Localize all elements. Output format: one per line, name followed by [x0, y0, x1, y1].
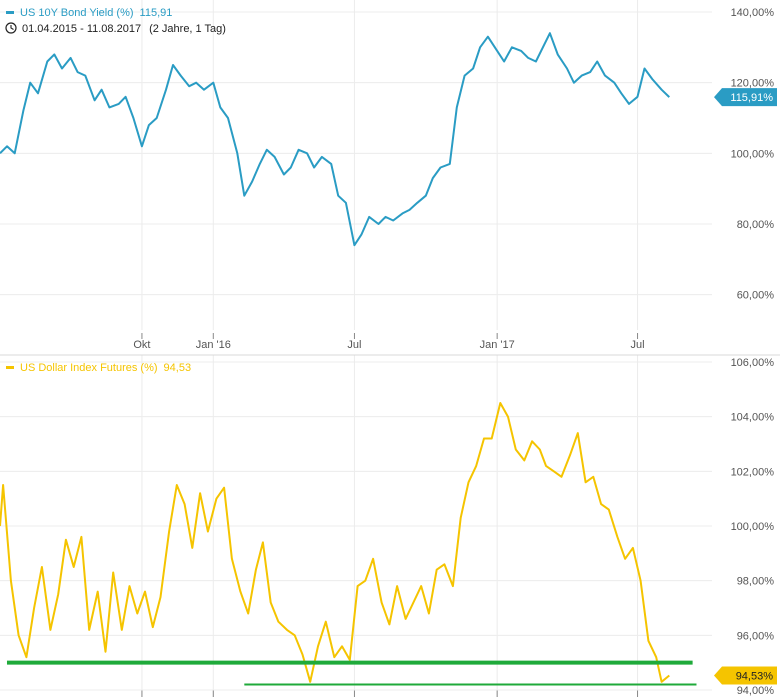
x-tick-label: Jan '16	[196, 339, 231, 351]
y-tick-label: 80,00%	[737, 219, 775, 231]
y-tick-label: 106,00%	[731, 357, 775, 369]
series-line-dxy	[0, 402, 670, 683]
legend-value: 115,91	[140, 7, 173, 19]
last-value-badge-top-text: 115,91%	[730, 92, 773, 104]
last-value-badge-bottom-text: 94,53%	[736, 671, 774, 683]
date-range-text: 01.04.2015 - 11.08.2017	[22, 23, 141, 35]
legend-entry-dxy: US Dollar Index Futures (%) 94,53	[20, 362, 191, 374]
clock-icon[interactable]	[5, 22, 17, 34]
series-line-us10y	[0, 32, 670, 247]
legend-swatch-us10y	[6, 11, 14, 14]
y-tick-label: 104,00%	[731, 412, 775, 424]
y-tick-label: 102,00%	[731, 466, 775, 478]
legend-swatch-dxy	[6, 366, 14, 369]
last-value-badge-bottom-shape	[714, 666, 777, 685]
legend-entry-us10y: US 10Y Bond Yield (%) 115,91	[20, 7, 172, 19]
last-value-badge-top: 115,91%	[714, 88, 777, 107]
last-value-badge-top-shape	[714, 88, 777, 107]
x-tick-label: Okt	[133, 339, 150, 351]
y-tick-label: 96,00%	[737, 630, 775, 642]
legend-value: 94,53	[164, 362, 192, 374]
date-range: 01.04.2015 - 11.08.2017 (2 Jahre, 1 Tag)	[22, 23, 226, 35]
x-tick-label: Jul	[631, 339, 645, 351]
y-tick-label: 94,00%	[737, 685, 775, 697]
y-tick-label: 100,00%	[731, 148, 775, 160]
x-tick-label: Jan '17	[480, 339, 515, 351]
period-text: (2 Jahre, 1 Tag)	[149, 23, 226, 35]
last-value-badge-bottom: 94,53%	[714, 666, 777, 685]
y-tick-label: 100,00%	[731, 521, 775, 533]
y-tick-label: 140,00%	[731, 7, 775, 19]
y-tick-label: 120,00%	[731, 78, 775, 90]
x-tick-label: Jul	[347, 339, 361, 351]
y-tick-label: 60,00%	[737, 290, 775, 302]
clock-icon-hands	[10, 25, 14, 30]
legend-name: US 10Y Bond Yield (%)	[20, 7, 134, 19]
legend-name: US Dollar Index Futures (%)	[20, 362, 158, 374]
y-tick-label: 98,00%	[737, 576, 775, 588]
